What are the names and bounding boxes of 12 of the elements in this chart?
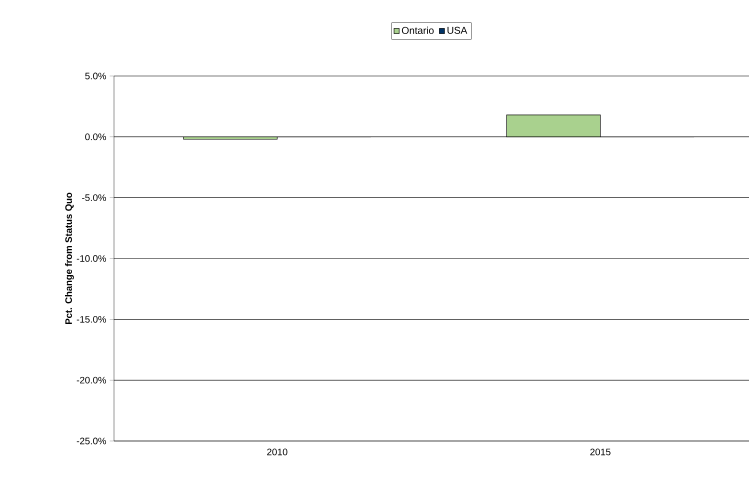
y-tick-label: -15.0% xyxy=(76,316,106,323)
y-tick-label: -10.0% xyxy=(76,255,106,262)
x-tick-label: 2015 xyxy=(590,448,610,456)
y-tick-label: -25.0% xyxy=(76,438,106,444)
y-tick-label: 5.0% xyxy=(85,72,106,80)
legend-label: USA xyxy=(448,26,468,34)
y-axis-title: Pct. Change from Status Quo xyxy=(65,192,74,324)
y-tick-label: -20.0% xyxy=(76,376,106,384)
y-tick-label: 0.0% xyxy=(85,133,106,140)
x-tick-label: 2010 xyxy=(267,448,288,456)
legend-label: Ontario xyxy=(402,26,434,34)
y-tick-label: -5.0% xyxy=(82,194,106,202)
